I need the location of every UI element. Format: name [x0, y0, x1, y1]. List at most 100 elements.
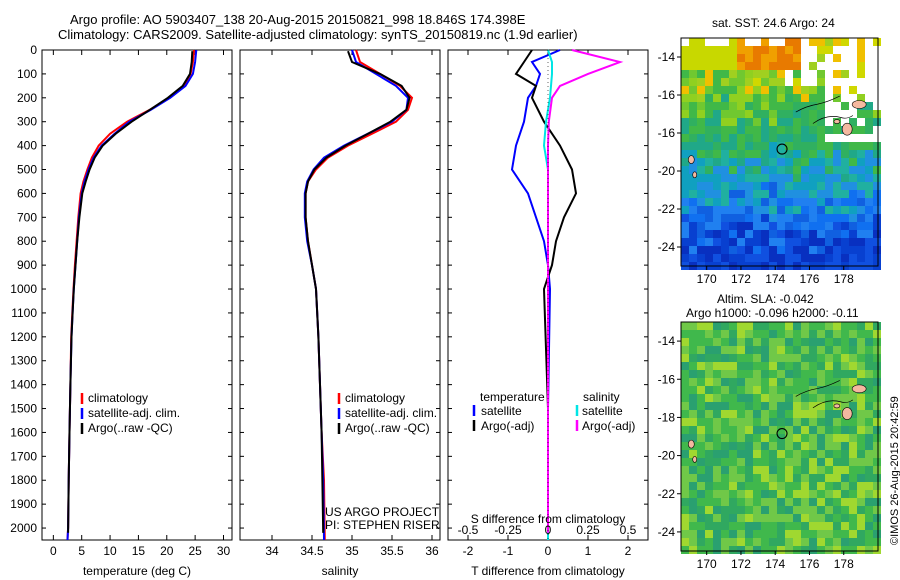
- sst-pixel: [753, 238, 761, 246]
- sla-pixel: [681, 386, 689, 394]
- sla-pixel: [801, 402, 809, 410]
- sla-pixel: [713, 330, 721, 338]
- sst-pixel: [769, 126, 777, 134]
- sst-pixel: [753, 62, 761, 70]
- sst-pixel: [705, 198, 713, 206]
- sst-pixel: [809, 254, 817, 262]
- sla-pixel: [713, 530, 721, 538]
- sst-pixel: [697, 46, 705, 54]
- sla-pixel: [785, 426, 793, 434]
- sst-pixel: [809, 246, 817, 254]
- sla-pixel: [857, 482, 865, 490]
- sla-pixel: [753, 410, 761, 418]
- sst-pixel: [729, 38, 737, 46]
- x2-tick-label: -0.25: [494, 523, 522, 537]
- sla-pixel: [849, 402, 857, 410]
- sst-pixel: [721, 254, 729, 262]
- sla-pixel: [873, 338, 881, 346]
- sla-pixel: [801, 338, 809, 346]
- sla-pixel: [761, 442, 769, 450]
- sla-pixel: [817, 402, 825, 410]
- sla-pixel: [809, 378, 817, 386]
- sst-pixel: [753, 86, 761, 94]
- sst-pixel: [793, 158, 801, 166]
- sst-pixel: [721, 222, 729, 230]
- sla-pixel: [769, 466, 777, 474]
- sla-pixel: [729, 466, 737, 474]
- sst-pixel: [865, 246, 873, 254]
- sst-pixel: [745, 62, 753, 70]
- coast-contour: [795, 95, 840, 113]
- sla-pixel: [761, 530, 769, 538]
- x-tick-label: 10: [103, 544, 117, 558]
- x-axis-label: T difference from climatology: [471, 564, 625, 578]
- sla-pixel: [865, 402, 873, 410]
- sst-pixel: [793, 86, 801, 94]
- sst-pixel: [721, 166, 729, 174]
- sla-pixel: [785, 330, 793, 338]
- sla-pixel: [777, 498, 785, 506]
- sla-pixel: [833, 338, 841, 346]
- sst-pixel: [729, 214, 737, 222]
- sla-pixel: [769, 522, 777, 530]
- sla-pixel: [873, 450, 881, 458]
- sla-pixel: [833, 546, 841, 554]
- sla-pixel: [809, 442, 817, 450]
- sst-pixel: [721, 238, 729, 246]
- sst-pixel: [729, 118, 737, 126]
- sla-pixel: [857, 354, 865, 362]
- sst-pixel: [801, 150, 809, 158]
- sla-pixel: [697, 482, 705, 490]
- sla-pixel: [697, 362, 705, 370]
- sst-pixel: [689, 206, 697, 214]
- sla-pixel: [697, 338, 705, 346]
- sla-pixel: [745, 322, 753, 330]
- sla-pixel: [809, 354, 817, 362]
- sst-pixel: [785, 182, 793, 190]
- sst-pixel: [817, 78, 825, 86]
- sla-pixel: [793, 466, 801, 474]
- sla-pixel: [713, 402, 721, 410]
- sla-pixel: [801, 442, 809, 450]
- sst-pixel: [697, 78, 705, 86]
- sst-pixel: [817, 238, 825, 246]
- sst-pixel: [713, 134, 721, 142]
- sst-pixel: [801, 134, 809, 142]
- sst-pixel: [777, 158, 785, 166]
- sla-pixel: [793, 362, 801, 370]
- sla-pixel: [721, 386, 729, 394]
- sst-pixel: [761, 182, 769, 190]
- sst-pixel: [809, 150, 817, 158]
- sla-pixel: [865, 418, 873, 426]
- sla-pixel: [761, 330, 769, 338]
- sla-pixel: [689, 458, 697, 466]
- sst-pixel: [721, 94, 729, 102]
- sst-pixel: [833, 182, 841, 190]
- sst-pixel: [681, 214, 689, 222]
- sla-pixel: [769, 490, 777, 498]
- sla-pixel: [681, 346, 689, 354]
- sst-pixel: [785, 158, 793, 166]
- sst-pixel: [793, 166, 801, 174]
- sla-pixel: [793, 346, 801, 354]
- sst-pixel: [737, 254, 745, 262]
- sla-pixel: [689, 362, 697, 370]
- sst-pixel: [833, 150, 841, 158]
- sst-pixel: [705, 134, 713, 142]
- sst-pixel: [713, 70, 721, 78]
- sla-pixel: [753, 362, 761, 370]
- y-tick-label: 1000: [10, 282, 37, 296]
- x-tick-label: 15: [132, 544, 146, 558]
- sla-pixel: [785, 474, 793, 482]
- sst-pixel: [689, 174, 697, 182]
- sst-pixel: [841, 246, 849, 254]
- sst-pixel: [785, 94, 793, 102]
- sst-pixel: [841, 222, 849, 230]
- sst-pixel: [817, 230, 825, 238]
- sst-pixel: [753, 182, 761, 190]
- sla-pixel: [857, 490, 865, 498]
- y-tick-label: 1700: [10, 449, 37, 463]
- sst-pixel: [761, 70, 769, 78]
- sla-pixel: [689, 386, 697, 394]
- sla-pixel: [849, 514, 857, 522]
